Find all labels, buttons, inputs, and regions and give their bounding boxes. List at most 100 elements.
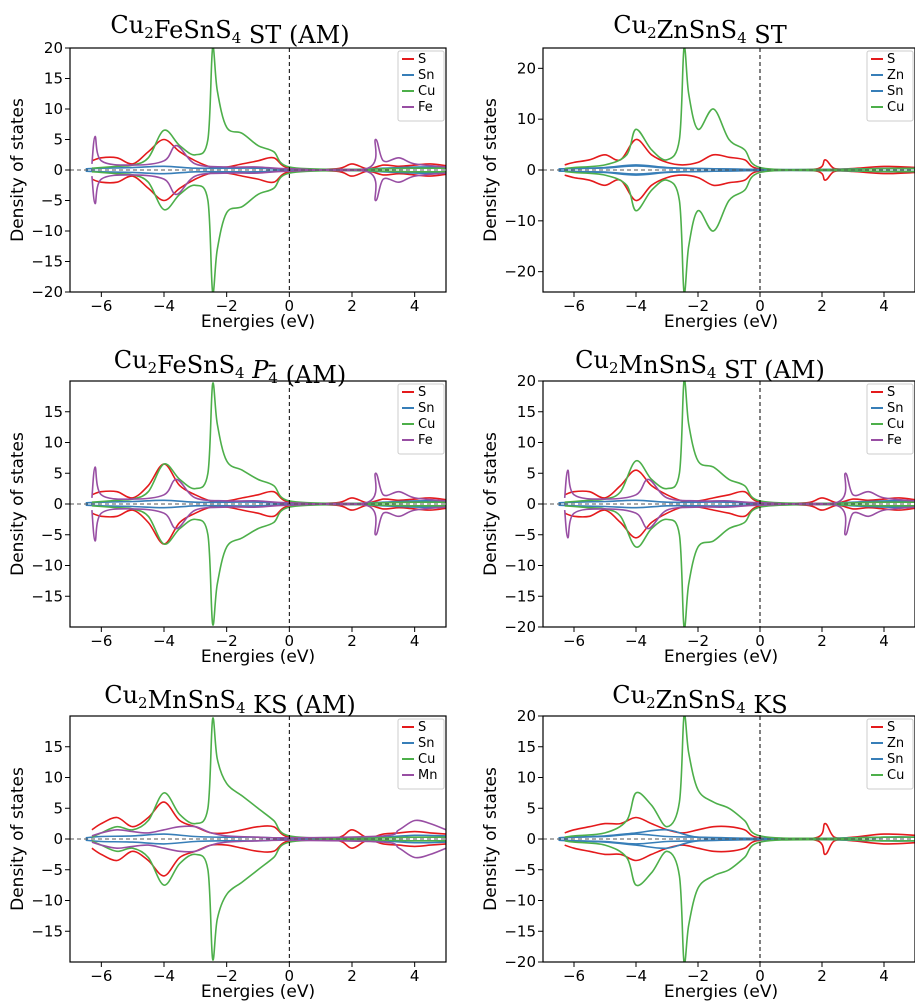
x-tick-label: 4 xyxy=(879,967,889,985)
dos-panel-3: −6 −4 −2 0 2 4 −15 −10 −5 0 5 10 15 Energies (eV) Dens… xyxy=(8,380,447,667)
y-tick-label: −10 xyxy=(31,892,63,910)
y-tick-label: −10 xyxy=(31,222,63,240)
plot-area xyxy=(543,381,915,627)
x-tick-label: −2 xyxy=(216,967,238,985)
legend-box xyxy=(397,718,445,790)
legend-label-S: S xyxy=(418,385,426,400)
series-Mn-spin-down xyxy=(91,839,446,859)
series-Cu-spin-down xyxy=(91,838,446,961)
y-tick-label: −15 xyxy=(31,587,63,605)
chart-title-5: Cu2MnSnS4 KS (AM) xyxy=(104,681,356,719)
legend-label-Sn: Sn xyxy=(887,752,904,767)
legend-label-Sn: Sn xyxy=(418,68,435,83)
y-tick-label: 0 xyxy=(526,830,536,848)
series-S-spin-up xyxy=(91,801,446,840)
y-tick-label: −15 xyxy=(504,922,536,940)
y-tick-label: 0 xyxy=(53,830,63,848)
series-S-spin-down xyxy=(91,503,446,545)
legend-box xyxy=(397,50,445,122)
series-Cu-spin-up xyxy=(564,48,915,171)
x-tick-label: 2 xyxy=(347,297,357,315)
x-tick-label: −2 xyxy=(687,967,709,985)
x-tick-label: 0 xyxy=(755,297,765,315)
y-tick-label: 5 xyxy=(526,464,536,482)
y-tick-label: 15 xyxy=(44,70,63,88)
legend-label-Cu: Cu xyxy=(887,100,904,115)
y-tick-label: 10 xyxy=(44,434,63,452)
y-tick-label: 20 xyxy=(517,707,536,725)
x-tick-label: 2 xyxy=(817,297,827,315)
plot-area xyxy=(70,382,446,626)
x-tick-label: −2 xyxy=(216,297,238,315)
x-axis-label: Energies (eV) xyxy=(664,982,778,1002)
y-tick-label: −20 xyxy=(504,263,536,281)
x-tick-label: −6 xyxy=(563,297,585,315)
x-tick-label: −2 xyxy=(216,632,238,650)
series-Cu-spin-up xyxy=(564,381,915,505)
series-S-spin-down xyxy=(564,169,915,202)
y-axis-label: Density of states xyxy=(481,98,501,242)
y-tick-label: 10 xyxy=(517,434,536,452)
x-axis-label: Energies (eV) xyxy=(664,647,778,667)
y-axis-label: Density of states xyxy=(8,767,28,911)
legend-label-Sn: Sn xyxy=(418,401,435,416)
x-tick-label: 4 xyxy=(879,297,889,315)
x-tick-label: −4 xyxy=(153,297,175,315)
y-axis-label: Density of states xyxy=(8,98,28,242)
x-axis-label: Energies (eV) xyxy=(664,312,778,332)
legend-label-Cu: Cu xyxy=(418,752,435,767)
series-Fe-spin-down xyxy=(91,168,446,205)
series-S-spin-up xyxy=(91,463,446,505)
legend-label-S: S xyxy=(887,720,895,735)
series-S-spin-up xyxy=(564,469,915,505)
chart-title-6: Cu2ZnSnS4 KS xyxy=(612,681,787,719)
y-tick-label: −5 xyxy=(514,861,536,879)
legend-box xyxy=(397,383,445,455)
series-Mn-spin-up xyxy=(91,819,446,839)
legend-label-Mn: Mn xyxy=(418,768,437,783)
legend-label-Fe: Fe xyxy=(887,433,902,448)
x-axis-label: Energies (eV) xyxy=(201,647,315,667)
y-tick-label: −20 xyxy=(504,953,536,971)
series-Cu-spin-up xyxy=(564,716,915,840)
chart-title-4: Cu2MnSnS4 ST (AM) xyxy=(575,346,825,384)
x-tick-label: −4 xyxy=(625,967,647,985)
legend-box xyxy=(866,718,914,790)
y-tick-label: −15 xyxy=(31,253,63,271)
y-axis-label: Density of states xyxy=(481,767,501,911)
series-Fe-spin-up xyxy=(91,466,446,506)
series-Fe-spin-up xyxy=(563,469,915,506)
legend-label-Sn: Sn xyxy=(887,401,904,416)
x-tick-label: −6 xyxy=(90,297,112,315)
series-Fe-spin-up xyxy=(91,135,446,172)
plot-area xyxy=(543,716,915,962)
y-tick-label: 10 xyxy=(44,769,63,787)
x-tick-label: 2 xyxy=(347,967,357,985)
x-tick-label: 0 xyxy=(285,967,295,985)
y-axis-label: Density of states xyxy=(8,432,28,576)
legend-box xyxy=(866,383,914,455)
y-tick-label: 15 xyxy=(517,738,536,756)
series-Cu-spin-up xyxy=(91,48,446,171)
series-Fe-spin-down xyxy=(91,502,446,542)
x-axis-label: Energies (eV) xyxy=(201,312,315,332)
legend-label-S: S xyxy=(887,385,895,400)
legend-label-Cu: Cu xyxy=(418,84,435,99)
x-tick-label: −2 xyxy=(687,297,709,315)
y-tick-label: 0 xyxy=(53,161,63,179)
chart-title-2: Cu2ZnSnS4 ST xyxy=(613,11,786,49)
y-tick-label: 10 xyxy=(44,100,63,118)
y-tick-label: 5 xyxy=(53,799,63,817)
series-S-spin-up xyxy=(564,138,915,171)
x-tick-label: 4 xyxy=(410,297,420,315)
legend-label-Fe: Fe xyxy=(418,100,433,115)
legend-label-Zn: Zn xyxy=(887,68,904,83)
series-S-spin-down xyxy=(91,838,446,877)
legend-label-Fe: Fe xyxy=(418,433,433,448)
y-tick-label: 20 xyxy=(44,39,63,57)
